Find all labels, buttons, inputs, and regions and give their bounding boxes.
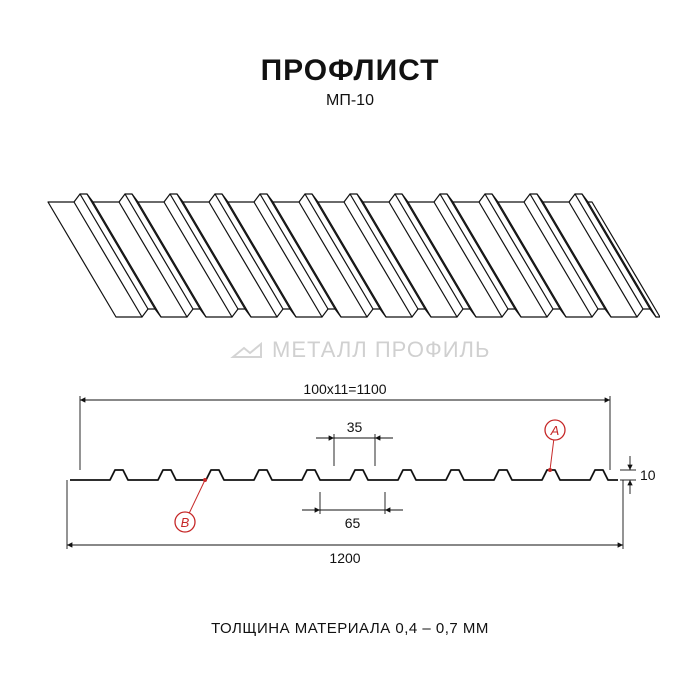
material-thickness-note: ТОЛЩИНА МАТЕРИАЛА 0,4 – 0,7 ММ — [0, 620, 700, 637]
page-title: ПРОФЛИСТ — [0, 54, 700, 88]
watermark: МЕТАЛЛ ПРОФИЛЬ — [230, 335, 490, 365]
watermark-text: МЕТАЛЛ ПРОФИЛЬ — [272, 337, 490, 363]
isometric-drawing — [45, 135, 660, 320]
page-subtitle: МП-10 — [0, 92, 700, 110]
section-drawing: 100x11=1100 35 65 10 1200 A B — [55, 370, 655, 580]
svg-text:35: 35 — [347, 419, 363, 435]
svg-text:65: 65 — [345, 515, 361, 531]
svg-text:A: A — [550, 423, 560, 438]
svg-text:100x11=1100: 100x11=1100 — [303, 381, 386, 397]
svg-text:1200: 1200 — [329, 550, 360, 566]
watermark-logo-icon — [230, 335, 264, 365]
svg-text:B: B — [181, 515, 190, 530]
svg-text:10: 10 — [640, 467, 655, 483]
